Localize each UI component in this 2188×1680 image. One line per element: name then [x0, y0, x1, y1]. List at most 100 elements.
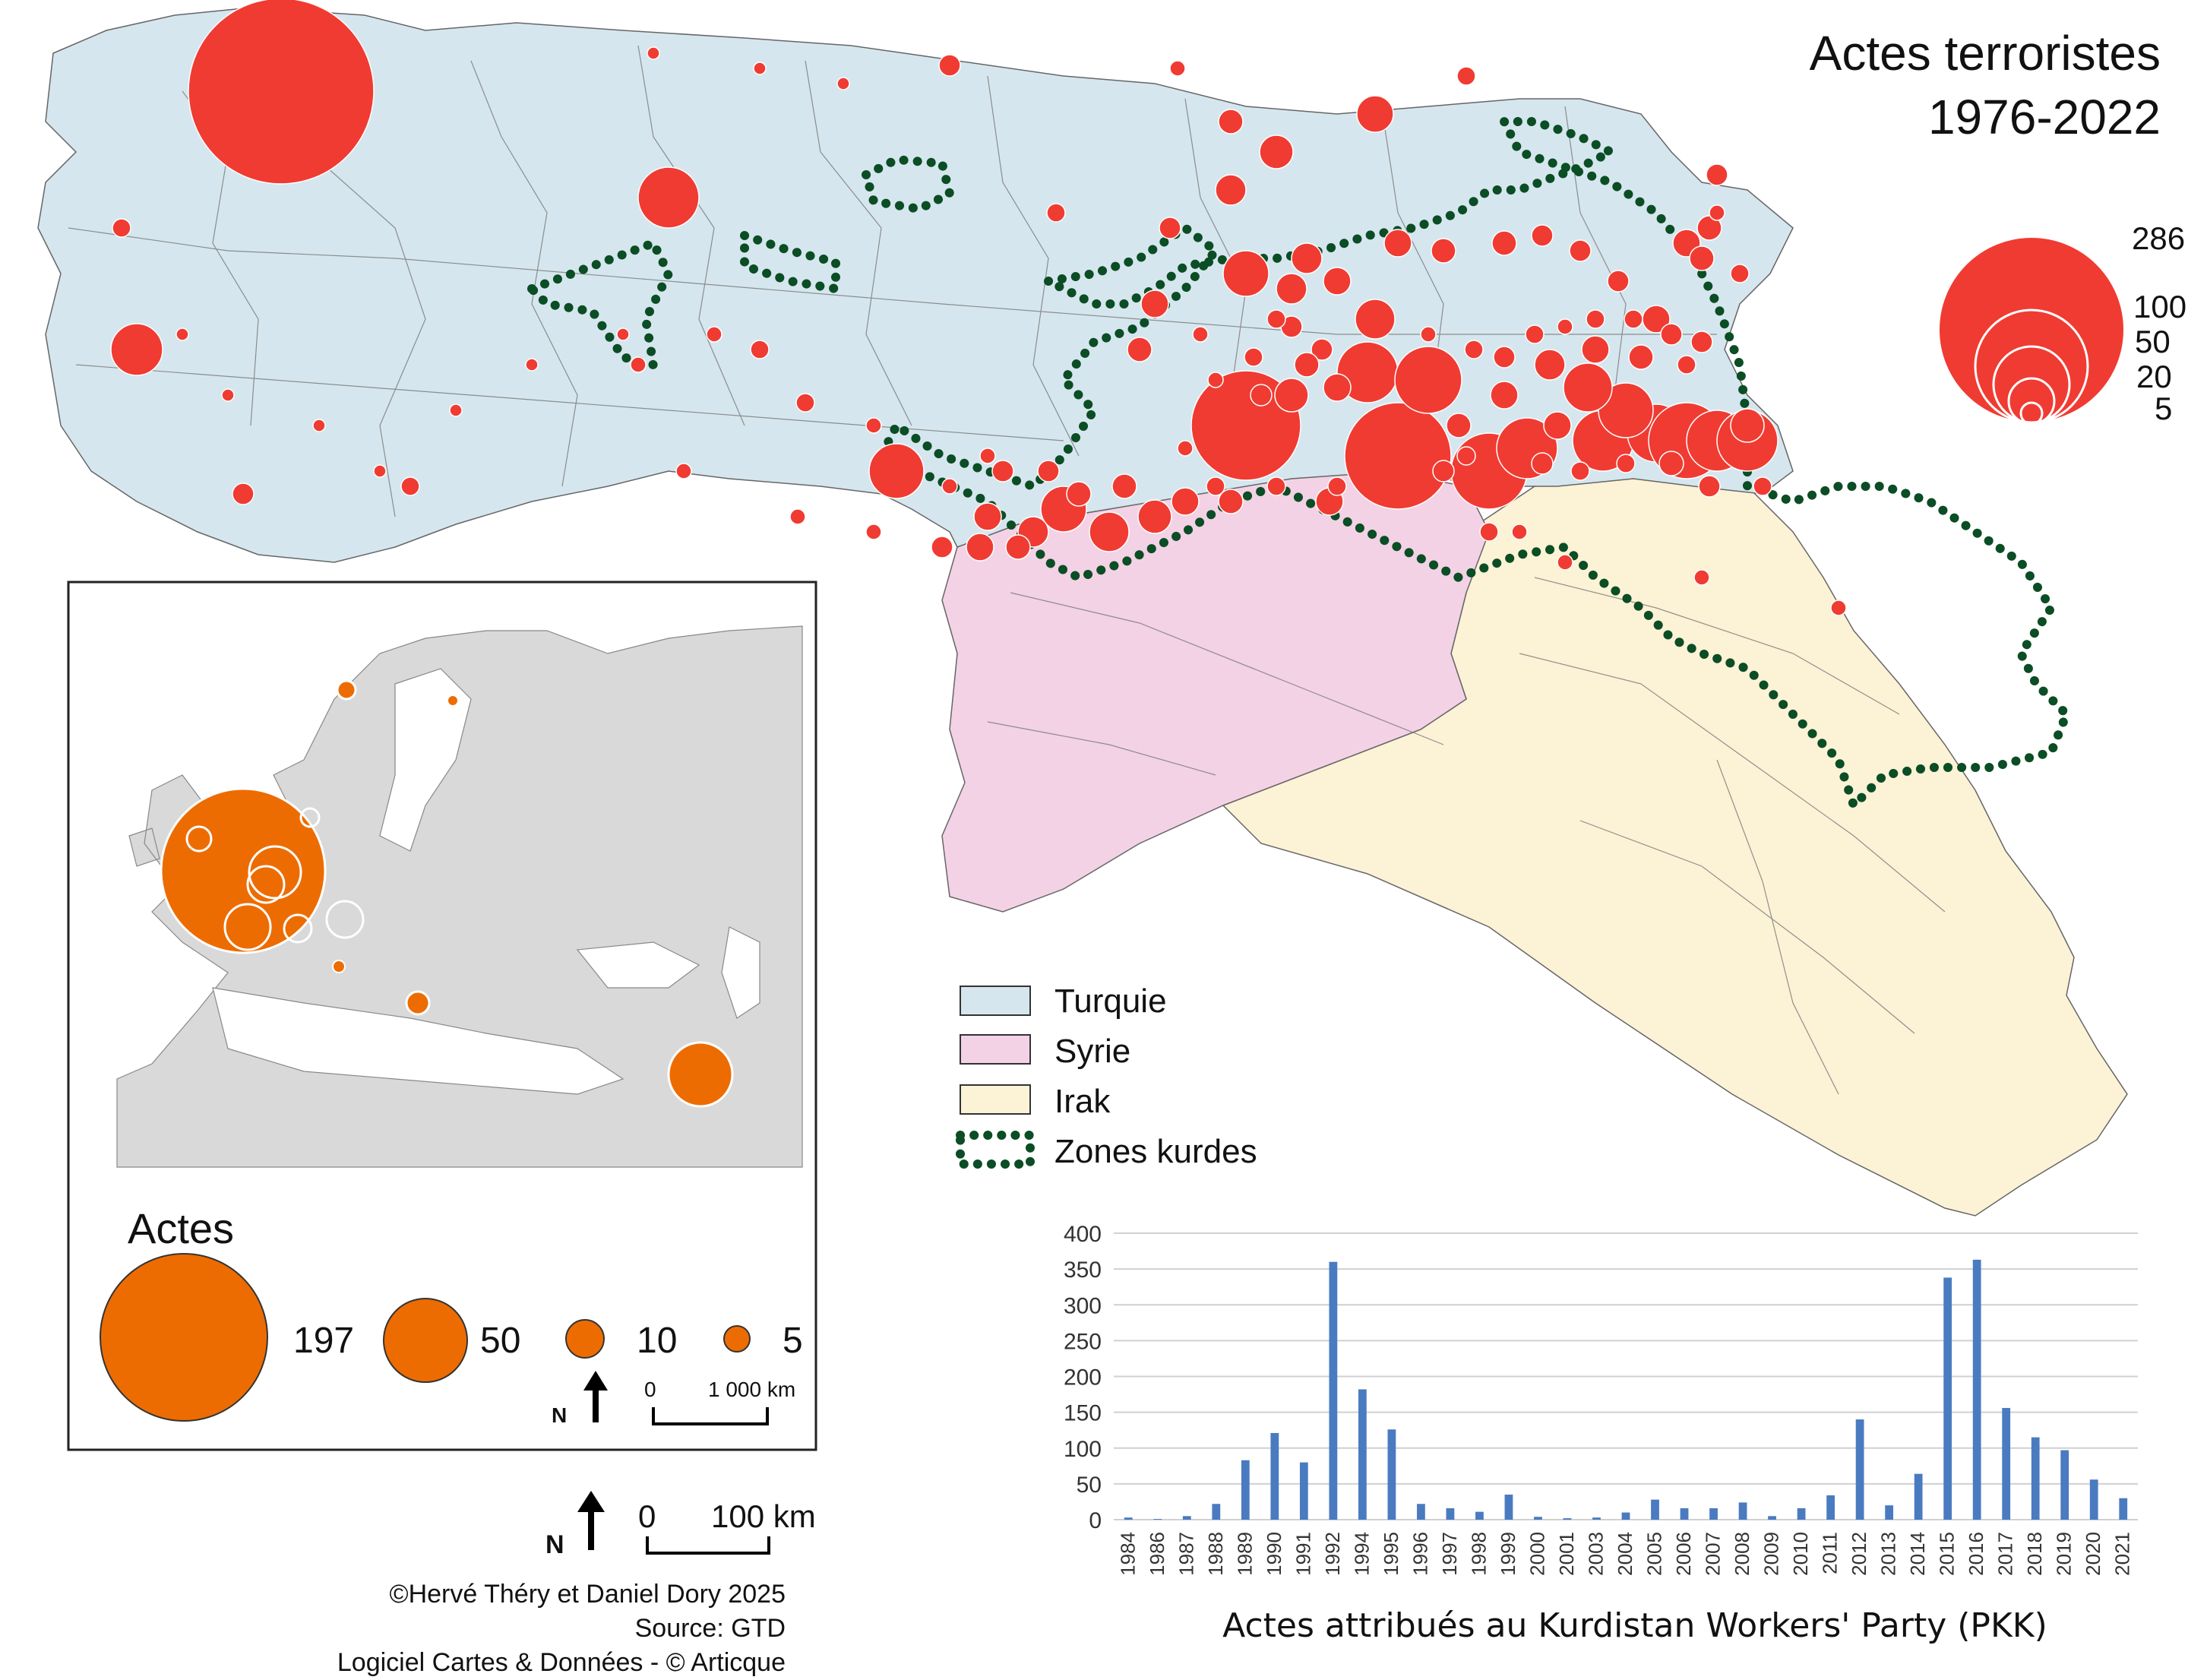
- turkey-region: [37, 7, 1794, 563]
- x-tick-label: 1999: [1497, 1532, 1519, 1576]
- y-tick-label: 200: [1064, 1365, 1102, 1391]
- event-circle: [1355, 299, 1396, 340]
- x-tick-label: 2003: [1584, 1532, 1607, 1576]
- event-circle: [1543, 411, 1572, 440]
- inset-legend-value: 197: [293, 1321, 354, 1361]
- event-circle: [1005, 534, 1031, 560]
- event-circle: [1177, 440, 1194, 457]
- event-circle: [1624, 309, 1643, 329]
- x-tick-label: 1997: [1438, 1532, 1461, 1576]
- bar: [1329, 1261, 1338, 1520]
- bar: [1709, 1508, 1718, 1520]
- bar: [1446, 1508, 1455, 1520]
- inset-north-label: N: [552, 1403, 567, 1427]
- bar: [1299, 1462, 1308, 1520]
- map-title-line1: Actes terroristes: [1809, 26, 2161, 81]
- bar: [1387, 1429, 1396, 1520]
- event-circle: [1066, 481, 1092, 507]
- bar: [2002, 1407, 2011, 1520]
- event-circles: [110, 0, 1847, 616]
- inset-legend-value: 50: [480, 1321, 520, 1361]
- size-legend-value: 286: [2132, 220, 2185, 256]
- event-circle: [616, 327, 630, 341]
- event-circle: [1218, 489, 1244, 514]
- event-circle: [1274, 378, 1309, 413]
- x-tick-label: 2015: [1936, 1532, 1959, 1576]
- event-circle: [1218, 109, 1244, 134]
- bar: [1680, 1508, 1689, 1520]
- event-circle: [1658, 451, 1684, 476]
- event-circle: [675, 463, 692, 479]
- event-circle: [1327, 476, 1347, 496]
- event-circle: [1628, 344, 1654, 370]
- bar: [2031, 1437, 2040, 1520]
- bar: [1563, 1518, 1572, 1520]
- event-circle: [312, 419, 326, 432]
- credits: ©Hervé Théry et Daniel Dory 2025 Source:…: [337, 1577, 786, 1680]
- bar: [1270, 1432, 1279, 1520]
- x-tick-label: 1996: [1409, 1532, 1431, 1576]
- event-circle: [973, 502, 1002, 531]
- legend-irak: Irak: [1054, 1083, 1111, 1120]
- event-circle: [836, 77, 850, 90]
- map-title: Actes terroristes 1976-2022: [1810, 21, 2161, 149]
- map-title-line2: 1976-2022: [1927, 90, 2161, 144]
- scale-distance: 100 km: [711, 1498, 816, 1534]
- event-circle: [789, 508, 806, 525]
- event-circle: [1563, 362, 1613, 413]
- x-tick-label: 2009: [1760, 1532, 1783, 1576]
- bar: [1914, 1473, 1923, 1520]
- event-circle: [1171, 487, 1200, 516]
- event-circle: [1127, 337, 1152, 362]
- x-tick-label: 1991: [1292, 1532, 1314, 1576]
- bar: [1885, 1505, 1894, 1520]
- inset-scale-distance: 1 000 km: [708, 1378, 795, 1401]
- event-circle: [1383, 229, 1412, 258]
- x-tick-label: 1998: [1467, 1532, 1490, 1576]
- bar: [1592, 1517, 1601, 1520]
- event-circle: [630, 356, 647, 373]
- bar: [2060, 1450, 2069, 1520]
- chart-title: Actes attribués au Kurdistan Workers' Pa…: [1222, 1606, 2047, 1645]
- y-tick-label: 50: [1077, 1473, 1102, 1498]
- x-tick-label: 1988: [1204, 1532, 1227, 1576]
- event-circle: [966, 533, 994, 562]
- bar: [1826, 1495, 1835, 1520]
- y-tick-label: 300: [1064, 1293, 1102, 1318]
- x-tick-label: 2004: [1614, 1532, 1636, 1576]
- x-tick-label: 2001: [1555, 1532, 1578, 1576]
- event-circle: [188, 0, 375, 185]
- bar: [1768, 1516, 1776, 1520]
- event-circle: [1689, 245, 1715, 271]
- event-circle: [1511, 524, 1528, 540]
- x-tick-label: 1987: [1175, 1532, 1197, 1576]
- bar: [1504, 1495, 1513, 1520]
- bar: [1241, 1460, 1250, 1520]
- bar: [1417, 1504, 1425, 1520]
- bar: [1972, 1259, 1981, 1520]
- event-circle: [1531, 452, 1554, 475]
- country-legend: Turquie Syrie Irak Zones kurdes: [956, 982, 1257, 1170]
- event-circle: [110, 323, 163, 376]
- bar: [1855, 1419, 1864, 1520]
- inset-legend-title: Actes: [128, 1204, 234, 1252]
- event-circle: [1344, 402, 1452, 510]
- size-legend-value: 5: [2155, 391, 2172, 426]
- event-circle: [1244, 347, 1263, 367]
- event-circle: [1598, 382, 1654, 438]
- event-circle: [1557, 318, 1573, 335]
- event-circle: [1432, 460, 1455, 482]
- bar: [1738, 1502, 1747, 1520]
- event-circle: [1111, 473, 1137, 499]
- inset-map: Actes 197 50 10 5 N 0 1 000 km: [67, 581, 817, 1451]
- inset-symbols: [160, 679, 734, 1108]
- legend-zones-kurdes: Zones kurdes: [1054, 1133, 1257, 1170]
- event-circle: [1581, 335, 1610, 364]
- bar: [1534, 1517, 1542, 1520]
- event-circle: [1291, 242, 1323, 274]
- event-circle: [1311, 338, 1333, 361]
- inset-seas: [212, 668, 760, 1095]
- event-circle: [637, 166, 700, 229]
- y-tick-label: 400: [1064, 1222, 1102, 1247]
- event-circle: [1266, 309, 1286, 329]
